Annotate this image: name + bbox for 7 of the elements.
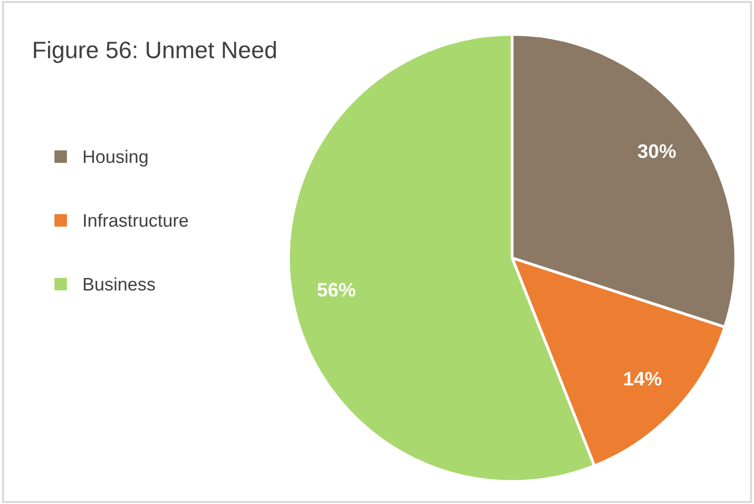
data-label: 14% [624, 372, 662, 386]
data-label: 56% [318, 282, 356, 297]
legend-label: Housing [84, 150, 148, 167]
legend-label: Infrastructure [84, 214, 188, 227]
data-label: 30% [638, 144, 676, 158]
legend-label: Business [84, 277, 155, 291]
chart-title: Figure 56: Unmet Need [34, 40, 276, 64]
